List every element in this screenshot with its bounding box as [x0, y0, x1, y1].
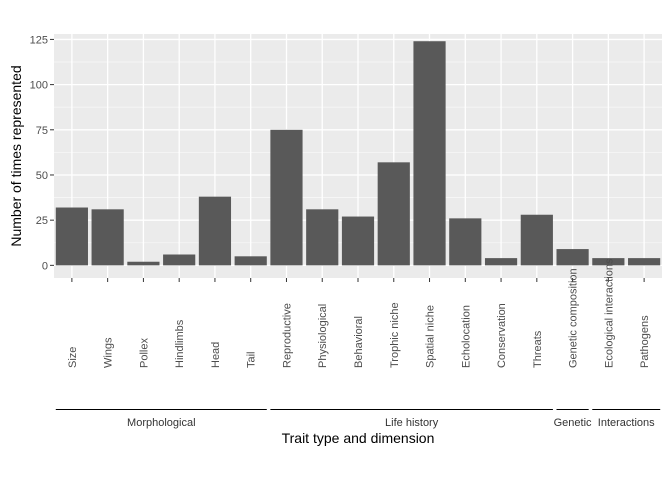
x-tick-label: Trophic niche	[389, 302, 401, 368]
group-label: Genetic	[554, 417, 592, 429]
bar-physiological	[306, 209, 339, 266]
bar-spatial-niche	[413, 41, 446, 266]
bar-behavioral	[341, 216, 375, 266]
x-tick-label: Head	[210, 342, 222, 368]
bar-pathogens	[628, 258, 661, 266]
x-axis-title: Trait type and dimension	[282, 430, 435, 446]
x-tick-label: Threats	[532, 330, 544, 368]
x-tick-label: Genetic composition	[568, 268, 580, 368]
bar-wings	[91, 209, 124, 266]
bar-ecological-interactions	[592, 258, 625, 266]
y-tick-label: 100	[30, 80, 48, 92]
bar-echolocation	[449, 218, 482, 266]
x-tick-label: Wings	[103, 337, 115, 368]
y-tick-label: 50	[36, 170, 48, 182]
x-tick-label: Tail	[246, 351, 258, 368]
bar-hindlimbs	[163, 254, 196, 266]
bar-tail	[234, 256, 267, 266]
x-tick-label: Spatial niche	[425, 305, 437, 368]
x-tick-label: Reproductive	[281, 303, 293, 368]
bar-pollex	[127, 261, 160, 266]
x-tick-label: Conservation	[496, 303, 508, 368]
x-axis: Size Wings Pollex Hindlimbs Head Tail Reproduc…	[67, 258, 651, 368]
group-label: Life history	[385, 417, 439, 429]
x-tick-label: Echolocation	[460, 305, 472, 368]
group-brackets: Morphological Life history Genetic Interact…	[55, 409, 661, 429]
bar-reproductive	[270, 129, 303, 266]
x-tick-label: Ecological interactions	[603, 258, 615, 368]
bar-conservation	[484, 258, 518, 266]
bar-size	[55, 207, 88, 266]
x-tick-label: Physiological	[317, 304, 329, 368]
bar-head	[198, 196, 232, 266]
x-tick-label: Size	[67, 347, 79, 368]
y-tick-label: 0	[42, 260, 48, 272]
y-axis-title: Number of times represented	[8, 65, 24, 246]
bar-genetic-composition	[556, 249, 589, 266]
group-label: Interactions	[598, 417, 655, 429]
bar-threats	[520, 214, 553, 266]
x-tick-label: Hindlimbs	[174, 319, 186, 368]
group-label: Morphological	[127, 417, 195, 429]
y-tick-label: 25	[36, 215, 48, 227]
x-tick-label: Pollex	[138, 338, 150, 368]
y-tick-label: 125	[30, 34, 48, 46]
x-tick-label: Behavioral	[353, 316, 365, 368]
y-axis: 0 25 50 75 100 125	[30, 34, 54, 272]
bars	[55, 41, 661, 266]
y-tick-label: 75	[36, 125, 48, 137]
bar-trophic-niche	[377, 162, 410, 266]
x-tick-label: Pathogens	[639, 315, 651, 368]
